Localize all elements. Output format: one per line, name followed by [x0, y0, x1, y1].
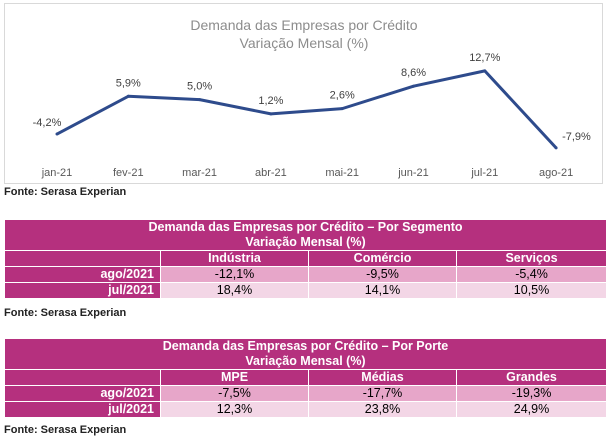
- x-tick-label: ago-21: [539, 167, 573, 179]
- x-tick-label: jun-21: [397, 167, 429, 179]
- segment-table: Demanda das Empresas por Crédito – Por S…: [3, 219, 608, 299]
- table-cell: 18,4%: [160, 282, 309, 299]
- table-cell: -12,1%: [160, 266, 309, 283]
- table-cell: 23,8%: [308, 401, 457, 418]
- table-cell: -7,5%: [160, 385, 309, 402]
- size-col-grandes: Grandes: [455, 369, 608, 386]
- line-chart-panel: Demanda das Empresas por Crédito Variaçã…: [4, 3, 603, 184]
- x-tick-label: jan-21: [41, 167, 73, 179]
- segment-col-servicos: Serviços: [455, 250, 608, 267]
- data-label: -7,9%: [562, 131, 591, 143]
- size-corner: [4, 369, 161, 386]
- data-point: [55, 132, 59, 136]
- size-col-mpe: MPE: [160, 369, 309, 386]
- x-tick-label: abr-21: [255, 167, 287, 179]
- table-cell: -9,5%: [308, 266, 457, 283]
- table-cell: 10,5%: [455, 282, 608, 299]
- chart-title: Demanda das Empresas por Crédito: [190, 17, 417, 33]
- table-cell: 24,9%: [455, 401, 608, 418]
- x-tick-label: mar-21: [182, 167, 217, 179]
- size-source: Fonte: Serasa Experian: [4, 424, 127, 436]
- data-point: [483, 69, 487, 73]
- table-cell: 14,1%: [308, 282, 457, 299]
- row-label: jul/2021: [4, 282, 161, 299]
- row-label: jul/2021: [4, 401, 161, 418]
- row-label: ago/2021: [4, 385, 161, 402]
- size-table-title: Demanda das Empresas por Crédito – Por P…: [3, 338, 608, 370]
- data-point: [269, 112, 273, 116]
- size-subtitle-line: Variação Mensal (%): [245, 354, 366, 368]
- x-tick-label: mai-21: [325, 167, 359, 179]
- segment-col-comercio: Comércio: [308, 250, 457, 267]
- chart-subtitle: Variação Mensal (%): [240, 35, 369, 51]
- segment-title-line: Demanda das Empresas por Crédito – Por S…: [148, 220, 463, 234]
- segment-corner: [4, 250, 161, 267]
- segment-col-industria: Indústria: [160, 250, 309, 267]
- line-chart: Demanda das Empresas por Crédito Variaçã…: [33, 17, 591, 179]
- table-cell: -5,4%: [455, 266, 608, 283]
- data-label: 5,0%: [187, 81, 212, 93]
- data-point: [198, 98, 202, 102]
- table-row: jul/2021 18,4% 14,1% 10,5%: [4, 282, 608, 299]
- segment-source: Fonte: Serasa Experian: [4, 307, 127, 319]
- size-table: Demanda das Empresas por Crédito – Por P…: [3, 338, 608, 418]
- table-row: ago/2021 -12,1% -9,5% -5,4%: [4, 266, 608, 283]
- data-point: [412, 84, 415, 88]
- chart-source: Fonte: Serasa Experian: [4, 186, 127, 198]
- data-label: -4,2%: [33, 117, 62, 129]
- data-label: 2,6%: [330, 90, 355, 102]
- table-cell: 12,3%: [160, 401, 309, 418]
- data-point: [554, 146, 558, 150]
- data-label: 1,2%: [258, 95, 283, 107]
- data-point: [126, 94, 130, 98]
- table-cell: -17,7%: [308, 385, 457, 402]
- x-tick-label: jul-21: [470, 167, 498, 179]
- table-row: jul/2021 12,3% 23,8% 24,9%: [4, 401, 608, 418]
- table-cell: -19,3%: [455, 385, 608, 402]
- table-row: ago/2021 -7,5% -17,7% -19,3%: [4, 385, 608, 402]
- data-point: [340, 107, 344, 111]
- data-label: 5,9%: [116, 77, 141, 89]
- segment-subtitle-line: Variação Mensal (%): [245, 235, 366, 249]
- segment-table-title: Demanda das Empresas por Crédito – Por S…: [3, 219, 608, 251]
- row-label: ago/2021: [4, 266, 161, 283]
- size-title-line: Demanda das Empresas por Crédito – Por P…: [162, 339, 449, 353]
- x-tick-label: fev-21: [113, 167, 144, 179]
- series-line: [56, 69, 558, 149]
- data-label: 12,7%: [469, 52, 500, 64]
- data-label: 8,6%: [401, 67, 426, 79]
- size-col-medias: Médias: [308, 369, 457, 386]
